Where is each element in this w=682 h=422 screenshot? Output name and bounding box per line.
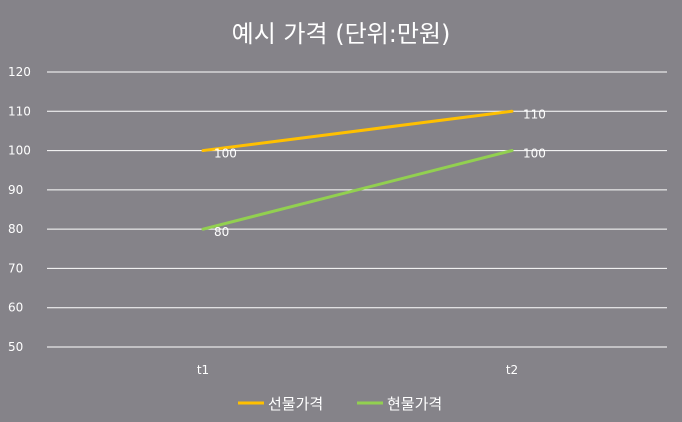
y-tick-label-70: 70 — [8, 261, 23, 275]
x-tick-label-t1: t1 — [197, 363, 209, 377]
y-tick-label-120: 120 — [8, 65, 31, 79]
series-line-2 — [201, 149, 514, 231]
y-tick-label-110: 110 — [8, 104, 31, 118]
data-labels: 100 110 80 100 — [214, 107, 546, 239]
legend: 선물가격 현물가격 — [238, 395, 442, 413]
data-label-s1-t1: 100 — [214, 147, 237, 161]
series-line-1 — [201, 109, 514, 153]
data-label-s2-t2: 100 — [523, 147, 546, 161]
legend-label-2: 현물가격 — [387, 395, 442, 413]
data-label-s1-t2: 110 — [523, 107, 546, 121]
x-tick-label-t2: t2 — [506, 363, 518, 377]
y-tick-label-80: 80 — [8, 222, 23, 236]
y-tick-label-90: 90 — [8, 183, 23, 197]
y-tick-label-60: 60 — [8, 301, 23, 315]
y-tick-label-50: 50 — [8, 340, 23, 354]
y-tick-label-100: 100 — [8, 144, 31, 158]
y-axis-tick-labels: 50 60 70 80 90 100 110 120 — [8, 65, 31, 354]
legend-label-1: 선물가격 — [268, 395, 323, 413]
chart-title: 예시 가격 (단위:만원) — [232, 20, 451, 48]
data-label-s2-t1: 80 — [214, 225, 229, 239]
x-axis-tick-labels: t1 t2 — [197, 363, 518, 377]
series-lines — [201, 109, 514, 231]
